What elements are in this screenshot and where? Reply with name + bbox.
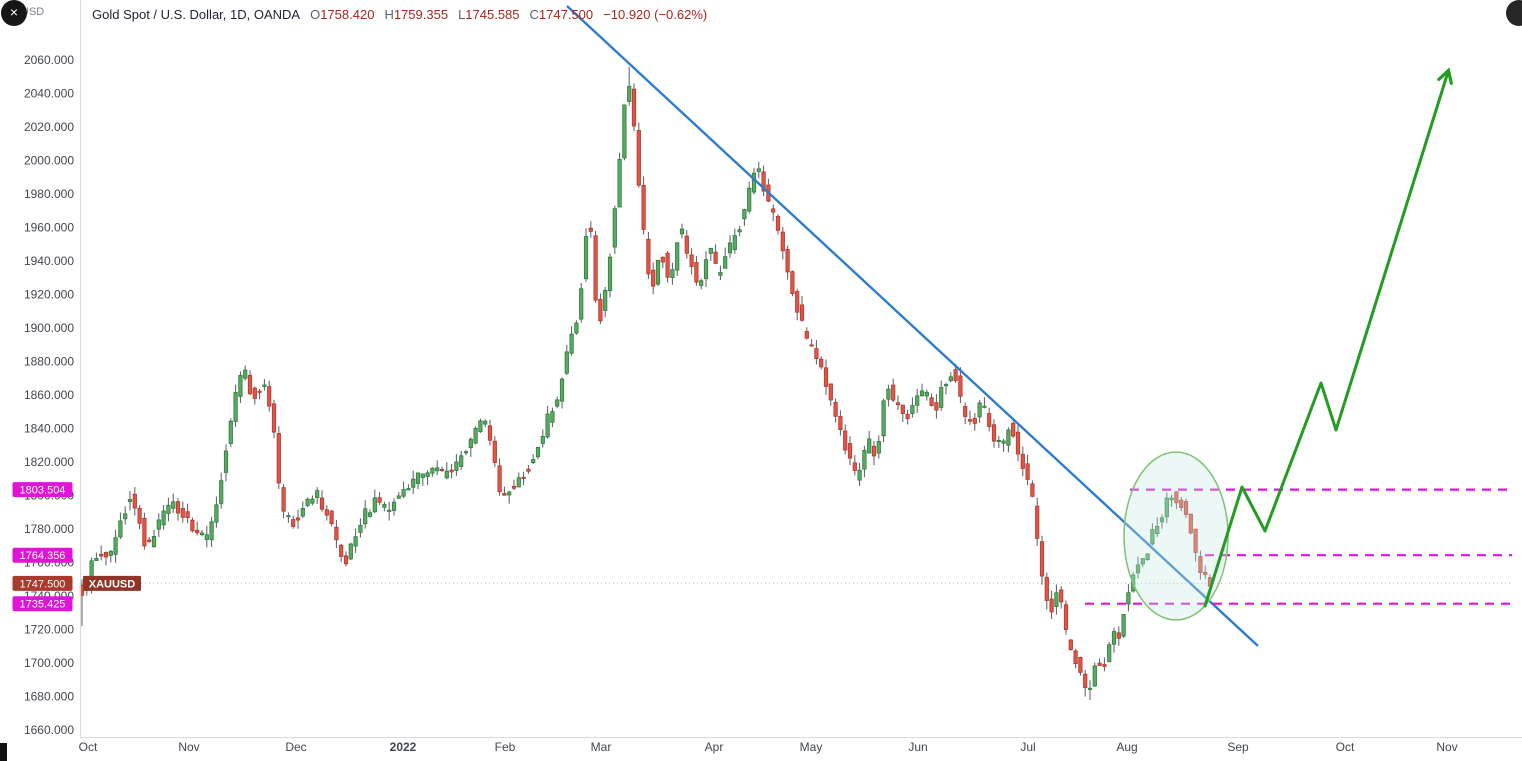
time-tick-label: Oct [79,740,98,754]
time-tick-label: Oct [1336,740,1355,754]
price-tick-label: 1980.000 [24,187,74,201]
time-tick-label: Jul [1020,740,1035,754]
open-value: O1758.420 [310,7,375,22]
resistance-price-tag: 1803.504 [12,482,73,498]
svg-text:XAUUSD: XAUUSD [89,578,136,590]
price-tick-label: 1680.000 [24,690,74,704]
low-value: L1745.585 [458,7,520,22]
price-tick-label: 1820.000 [24,455,74,469]
support-price-tag: 1735.425 [12,596,73,612]
time-tick-label: Feb [495,740,516,754]
price-tick-label: 1940.000 [24,254,74,268]
price-tick-label: 1700.000 [24,656,74,670]
mid-level-price-tag: 1764.356 [12,547,73,563]
time-tick-label: Jun [908,740,927,754]
price-tick-label: 1920.000 [24,288,74,302]
price-tick-label: 1960.000 [24,221,74,235]
candlestick-series [79,66,1213,700]
price-tick-label: 1900.000 [24,321,74,335]
close-button[interactable]: × [1,0,27,26]
time-axis[interactable]: Oct Nov Dec 2022 Feb Mar Apr May Jun Jul Aug Sep Oct… [79,740,1458,754]
price-tick-label: 2000.000 [24,154,74,168]
price-tick-label: 1720.000 [24,623,74,637]
svg-text:1735.425: 1735.425 [20,599,66,611]
svg-text:1764.356: 1764.356 [20,550,66,562]
price-tick-label: 1840.000 [24,422,74,436]
svg-text:1803.504: 1803.504 [20,485,66,497]
time-tick-label: Mar [591,740,612,754]
price-tick-label: 2060.000 [24,53,74,67]
price-tick-label: 2040.000 [24,87,74,101]
last-price-tag: 1747.500 [12,575,73,591]
top-right-button[interactable] [1506,0,1522,26]
symbol-title: Gold Spot / U.S. Dollar, 1D, OANDA [92,7,301,22]
time-tick-label: Dec [285,740,306,754]
projection-arrow-drawing[interactable] [1203,67,1453,608]
chart-legend[interactable]: Gold Spot / U.S. Dollar, 1D, OANDA O1758.… [92,7,707,22]
time-tick-label: Apr [705,740,724,754]
corner-artifact [0,743,7,761]
time-tick-label: Nov [1436,740,1457,754]
price-axis[interactable]: 2060.000 2040.000 2020.000 2000.000 1980.000… [24,53,74,737]
high-value: H1759.355 [384,7,449,22]
price-tick-label: 1860.000 [24,388,74,402]
trendline-drawing[interactable] [566,5,1259,647]
close-value: C1747.500 [529,7,594,22]
time-tick-label: Sep [1227,740,1249,754]
price-tick-label: 1780.000 [24,522,74,536]
time-tick-label: Aug [1116,740,1137,754]
price-tick-label: 2020.000 [24,120,74,134]
price-tick-label: 1880.000 [24,355,74,369]
time-tick-label: Nov [178,740,199,754]
time-tick-label: May [800,740,823,754]
symbol-name-tag: XAUUSD [83,575,141,591]
highlight-ellipse-drawing[interactable] [1123,451,1229,621]
svg-text:1747.500: 1747.500 [20,578,66,590]
time-tick-label: 2022 [390,740,417,754]
change-value: −10.920 (−0.62%) [603,7,708,22]
price-tick-label: 1660.000 [24,723,74,737]
